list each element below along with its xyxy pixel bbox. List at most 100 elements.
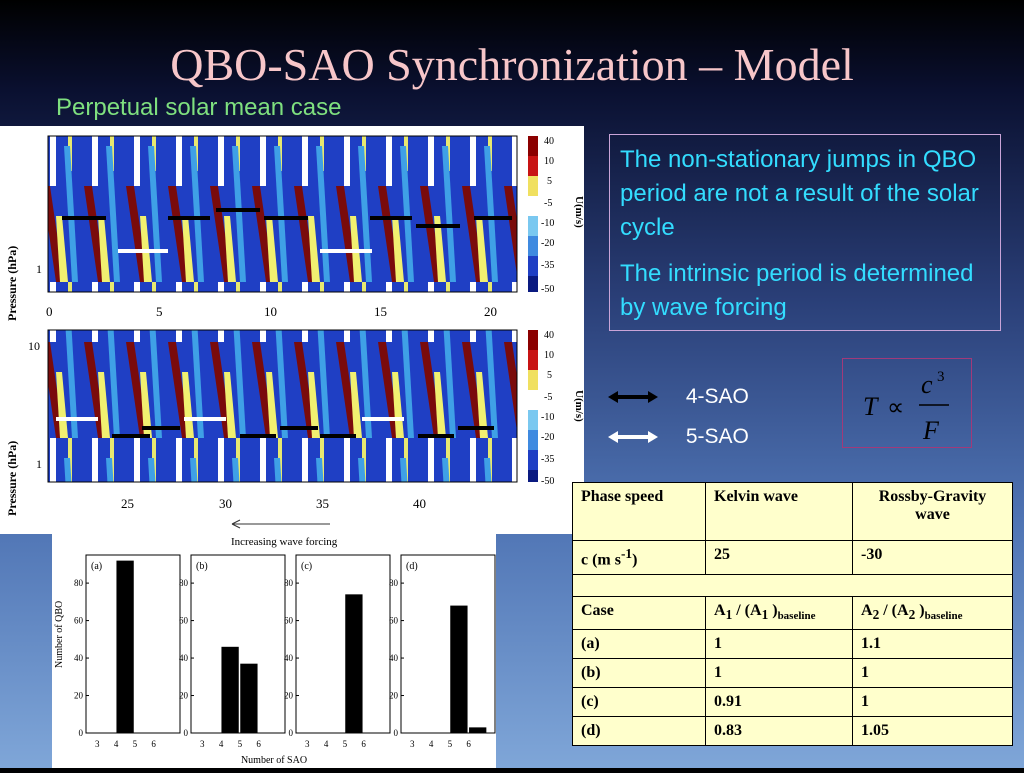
x-tick-label: 5 [343,739,348,749]
table-cell: (a) [572,628,706,659]
upper-ytick-1: 1 [36,262,42,276]
y-tick-label: 0 [79,728,84,738]
histogram-ylabel: Number of QBO [54,601,65,668]
lower-ylabel: Pressure (hPa) [5,441,19,516]
y-tick-label: 80 [179,578,189,588]
x-tick-label: 6 [361,739,366,749]
cbar-tick: -10 [541,412,554,423]
x-tick-label: 5 [133,739,138,749]
table-cell: 0.83 [705,715,853,746]
y-tick-label: 0 [394,728,399,738]
panel-label: (d) [406,561,418,572]
table-spacer-row [572,574,1013,598]
panel-label: (b) [196,561,208,572]
histogram-xlabel: Number of SAO [241,755,307,766]
cbar-tick: 5 [547,370,552,381]
lower-sao-arrows [56,417,494,438]
x-tick-label: 5 [448,739,453,749]
cbar-tick: -50 [541,284,554,295]
x-tick-label: 4 [429,739,434,749]
table-cell: (d) [572,715,706,746]
x-tick-label: 4 [219,739,224,749]
y-tick-label: 80 [284,578,294,588]
table-cell: Case [572,596,706,630]
cbar-tick: -5 [544,198,552,209]
table-header-row: Phase speed Kelvin wave Rossby-Gravity w… [572,482,1013,541]
y-tick-label: 60 [179,616,189,626]
bottom-xtick: 30 [219,496,232,511]
x-tick-label: 6 [256,739,261,749]
x-tick-label: 3 [305,739,310,749]
info-paragraph-2: The intrinsic period is determined by wa… [620,260,974,321]
cbar-tick: 10 [544,156,554,167]
table-cell: -30 [852,539,1013,576]
four-sao-legend-icon [608,391,658,404]
y-tick-label: 0 [289,728,294,738]
upper-ylabel: Pressure (hPa) [5,246,19,321]
bottom-xtick: 35 [316,496,329,511]
upper-sao-arrows [62,208,512,253]
x-tick-label: 3 [410,739,415,749]
slide-title: QBO-SAO Synchronization – Model [170,39,854,90]
histogram-bar [345,594,363,733]
x-tick-label: 3 [95,739,100,749]
lower-colorbar [528,330,538,482]
x-tick-label: 4 [114,739,119,749]
histogram-bar [221,646,239,733]
table-cell: 1.1 [852,628,1013,659]
panel-label: (a) [91,561,102,572]
table-cell: 1 [852,686,1013,717]
top-xtick: 0 [46,304,53,319]
legend-label-four: 4-SAO [685,385,749,408]
table-cell: 0.91 [705,686,853,717]
contour-svg: Pressure (hPa) 1 10 40 10 5 -5 -10 -20 -… [5,135,585,547]
formula-exponent: 3 [937,369,945,385]
y-tick-label: 20 [284,691,294,701]
table-row: c (m s-1) 25 -30 [572,539,1013,576]
y-tick-label: 20 [389,691,399,701]
panel-label: (c) [301,561,312,572]
five-sao-legend-icon [608,431,658,444]
table-row: (d) 0.83 1.05 [572,715,1013,746]
cbar-tick: 40 [544,330,554,341]
table-row: (c) 0.91 1 [572,686,1013,717]
lower-cbar-label: U(m/s) [573,390,584,422]
table-cell: 1 [705,628,853,659]
y-tick-label: 40 [74,653,84,663]
histogram-figure: Increasing wave forcing (a) 0 20 40 60 80 3 4 5 6… [52,533,496,768]
y-tick-label: 80 [389,578,399,588]
table-cell: (c) [572,686,706,717]
y-tick-label: 80 [74,578,84,588]
arrow-caption: Increasing wave forcing [231,536,338,548]
bottom-xtick: 40 [413,496,426,511]
table-cell: Phase speed [572,482,706,541]
y-tick-label: 0 [184,728,189,738]
y-tick-label: 40 [179,653,189,663]
histogram-bar [240,663,258,733]
top-xtick: 10 [264,304,277,319]
formula-denominator: F [922,416,940,445]
y-tick-label: 60 [389,616,399,626]
upper-contour-panel [47,135,518,293]
x-tick-label: 4 [324,739,329,749]
x-tick-label: 6 [151,739,156,749]
table-cell: 1 [705,657,853,688]
cbar-tick: -5 [544,392,552,403]
lower-ytick-10: 10 [28,533,40,534]
table-cell [572,574,1013,598]
cbar-tick: 40 [544,136,554,147]
histogram-frame [400,554,496,734]
cbar-tick: -50 [541,476,554,487]
histogram-frame [295,554,391,734]
y-tick-label: 60 [284,616,294,626]
cbar-tick: 5 [547,176,552,187]
period-formula: T ∝ c 3 F [842,358,972,448]
bottom-xtick: 25 [121,496,134,511]
y-tick-label: 20 [179,691,189,701]
table-cell: 25 [705,539,853,576]
histogram-bar [450,605,468,733]
table-cell: A1 / (A1 )baseline [705,596,853,630]
top-xtick: 20 [484,304,497,319]
lower-ytick-1: 1 [36,457,42,471]
contour-figure: Pressure (hPa) 1 10 40 10 5 -5 -10 -20 -… [0,126,585,547]
